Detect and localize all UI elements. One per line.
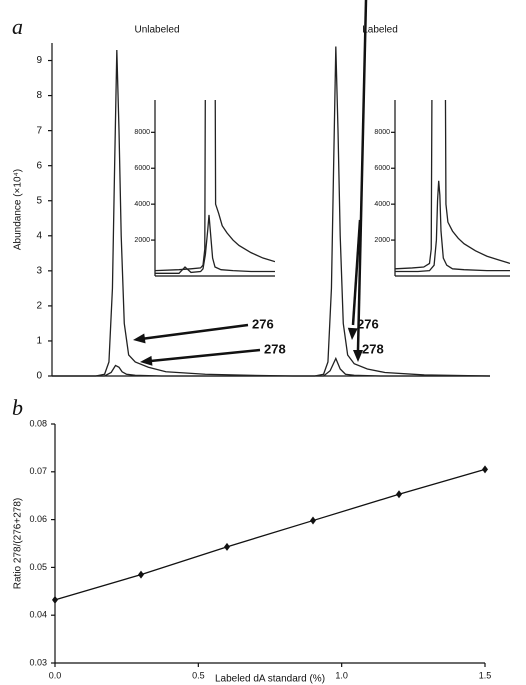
y-tick-label: 6 (36, 160, 42, 171)
y-tick-label: 2 (36, 301, 42, 312)
y-tick-label: 8000 (374, 129, 390, 136)
x-tick-label: 0.0 (49, 670, 62, 680)
panel-label: a (12, 14, 23, 39)
x-tick-label: 1.5 (479, 670, 492, 680)
clip-group (395, 100, 510, 273)
y-tick-label: 4000 (374, 201, 390, 208)
trace (155, 214, 275, 274)
trace (54, 468, 486, 601)
x-axis-label: Labeled dA standard (%) (215, 674, 325, 685)
y-tick-label: 4000 (134, 201, 150, 208)
panel: 2000 4000 6000 8000 (134, 100, 275, 277)
trace (395, 180, 510, 273)
series-label: 276 (357, 316, 379, 331)
y-tick-label: 7 (36, 125, 42, 136)
clip-group (155, 100, 275, 274)
arrow-head (347, 327, 358, 340)
point (52, 595, 58, 604)
trace (395, 100, 510, 270)
y-tick-label: 0.07 (29, 466, 47, 476)
y-tick-label: 0 (36, 371, 42, 382)
point (310, 516, 316, 525)
panel: 0 1 2 3 4 5 6 7 8 9 a Abundance (×10⁴) Unlabeled Labe… (12, 0, 491, 382)
y-tick-label: 8 (36, 90, 42, 101)
trace (155, 100, 275, 272)
x-tick-label: 1.0 (335, 670, 348, 680)
arrow-head (133, 333, 146, 344)
panel: 0.03 0.04 0.05 0.06 0.07 0.08 0.0 0.5 1.0 1.5 b Rat… (12, 395, 491, 685)
x-tick-label: 0.5 (192, 670, 205, 680)
y-tick-label: 4 (36, 230, 42, 241)
series-label: 278 (264, 341, 286, 356)
y-axis-label: Abundance (×10⁴) (13, 169, 24, 250)
y-tick-label: 3 (36, 265, 42, 276)
y-tick-label: 5 (36, 195, 42, 206)
y-tick-label: 6000 (134, 165, 150, 172)
y-tick-label: 2000 (374, 237, 390, 244)
group-label: Unlabeled (134, 25, 179, 36)
arrow-head (140, 355, 153, 366)
y-tick-label: 0.03 (29, 657, 47, 667)
arrow (356, 0, 368, 351)
trace (52, 356, 490, 377)
y-tick-label: 2000 (134, 237, 150, 244)
arrow (147, 348, 261, 363)
y-tick-label: 0.08 (29, 418, 47, 428)
arrow (351, 219, 362, 326)
point (482, 465, 488, 474)
y-tick-label: 0.05 (29, 562, 47, 572)
point (224, 542, 230, 551)
y-tick-label: 8000 (134, 129, 150, 136)
point (396, 490, 402, 499)
y-tick-label: 0.04 (29, 610, 47, 620)
series-label: 278 (362, 341, 384, 356)
y-tick-label: 1 (36, 336, 42, 347)
y-tick-label: 6000 (374, 165, 390, 172)
arrow (140, 323, 249, 341)
group-label: Labeled (362, 25, 398, 36)
point (138, 570, 144, 579)
y-tick-label: 0.06 (29, 514, 47, 524)
series-label: 276 (252, 316, 274, 331)
y-tick-label: 9 (36, 55, 42, 66)
y-axis-label: Ratio 278/(276+278) (13, 498, 24, 589)
panel: 2000 4000 6000 8000 (374, 100, 510, 277)
arrow-head (353, 350, 363, 362)
panel-label: b (12, 395, 23, 420)
